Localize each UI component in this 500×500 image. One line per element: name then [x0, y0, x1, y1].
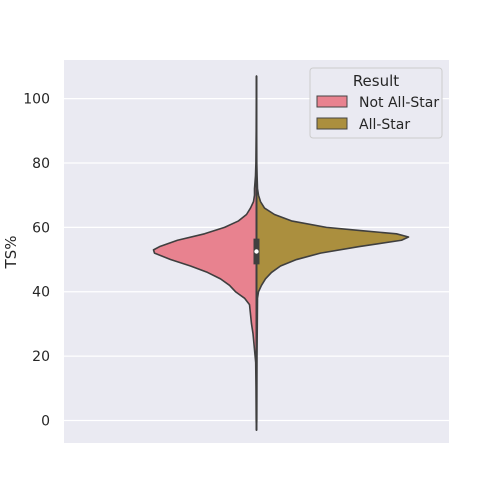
y-tick-labels: 0 20 40 60 80 100 — [23, 92, 50, 430]
y-tick-label-100: 100 — [23, 92, 50, 108]
inner-box — [253, 76, 260, 431]
y-axis-label: TS% — [2, 236, 20, 270]
y-tick-label-40: 40 — [32, 285, 50, 301]
legend: Result Not All-Star All-Star — [309, 67, 443, 139]
legend-label-all-star: All-Star — [359, 117, 410, 133]
violin-not-all-star — [152, 75, 258, 431]
legend-label-not-all-star: Not All-Star — [359, 95, 439, 111]
y-tick-label-20: 20 — [32, 349, 50, 365]
legend-swatch-all-star — [316, 117, 348, 130]
median-point — [254, 249, 259, 254]
legend-title: Result — [353, 72, 399, 90]
legend-swatch-not-all-star — [316, 95, 348, 108]
y-tick-label-0: 0 — [41, 413, 50, 429]
y-tick-label-80: 80 — [32, 156, 50, 172]
y-tick-label-60: 60 — [32, 220, 50, 236]
